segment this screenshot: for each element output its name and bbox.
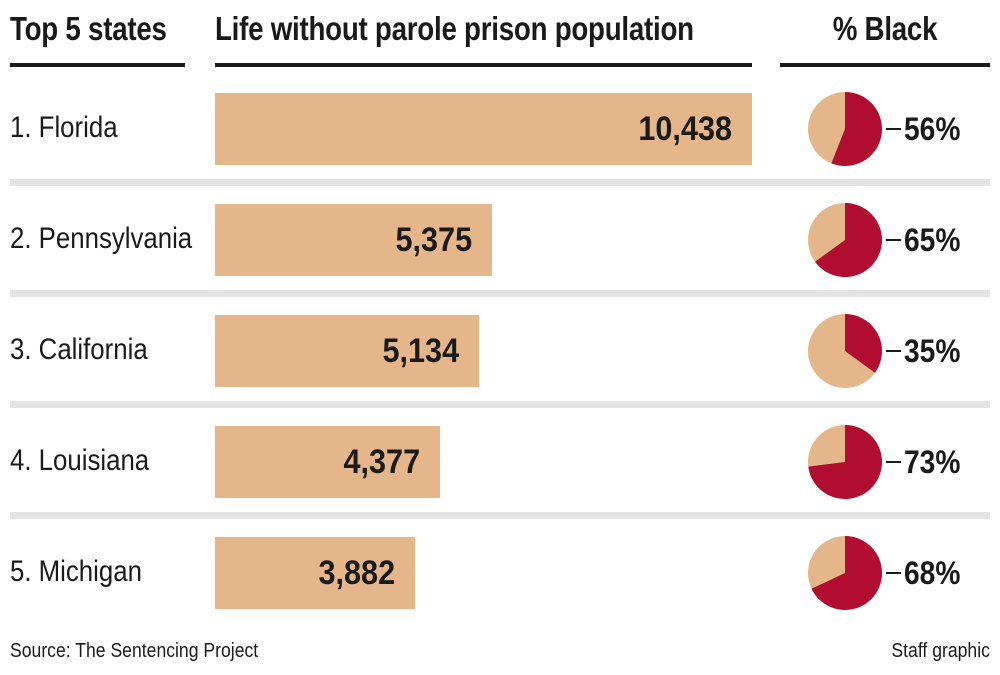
bar-value-label: 5,375 (395, 221, 472, 259)
bar: 5,134 (215, 315, 479, 387)
pct-black-pie (808, 203, 883, 277)
header-states: Top 5 states (10, 10, 167, 47)
pct-black-label: 56% (904, 111, 961, 147)
row-separator (10, 512, 990, 519)
state-label: 2. Pennsylvania (10, 222, 193, 255)
source-note: Source: The Sentencing Project (10, 640, 259, 662)
leader-line (886, 350, 901, 352)
bar: 3,882 (215, 537, 415, 609)
pie-black-share (831, 92, 883, 166)
leader-line (886, 461, 901, 463)
leader-line (886, 128, 901, 130)
bar-value-label: 10,438 (638, 110, 732, 148)
state-label: 4. Louisiana (10, 444, 150, 477)
pct-black-pie (808, 536, 883, 610)
bar-value-label: 4,377 (343, 443, 420, 481)
leader-line (886, 572, 901, 574)
pie-black-share (811, 536, 883, 610)
state-label: 5. Michigan (10, 555, 142, 588)
header-rule-states (10, 63, 185, 67)
header-rule-pct (780, 63, 990, 67)
header-population: Life without parole prison population (215, 10, 694, 47)
row-separator (10, 290, 990, 297)
pct-black-pie (808, 92, 883, 166)
pct-black-label: 35% (904, 333, 961, 369)
state-label: 3. California (10, 333, 148, 366)
pie-black-share (815, 203, 883, 277)
bar-value-label: 3,882 (318, 554, 395, 592)
state-label: 1. Florida (10, 111, 118, 144)
leader-line (886, 239, 901, 241)
row-separator (10, 401, 990, 408)
pct-black-label: 68% (904, 555, 961, 591)
pct-black-pie (808, 425, 882, 499)
bar-value-label: 5,134 (382, 332, 459, 370)
bar: 4,377 (215, 426, 440, 498)
pct-black-label: 73% (904, 444, 961, 480)
header-pct-black: % Black (832, 10, 938, 47)
pct-black-label: 65% (904, 222, 961, 258)
bar: 10,438 (215, 93, 752, 165)
bar: 5,375 (215, 204, 492, 276)
staff-credit: Staff graphic (891, 640, 990, 662)
pie-black-share (845, 314, 882, 373)
pct-black-pie (808, 314, 882, 388)
row-separator (10, 179, 990, 186)
header-rule-population (215, 63, 752, 67)
pie-black-share (808, 425, 882, 499)
